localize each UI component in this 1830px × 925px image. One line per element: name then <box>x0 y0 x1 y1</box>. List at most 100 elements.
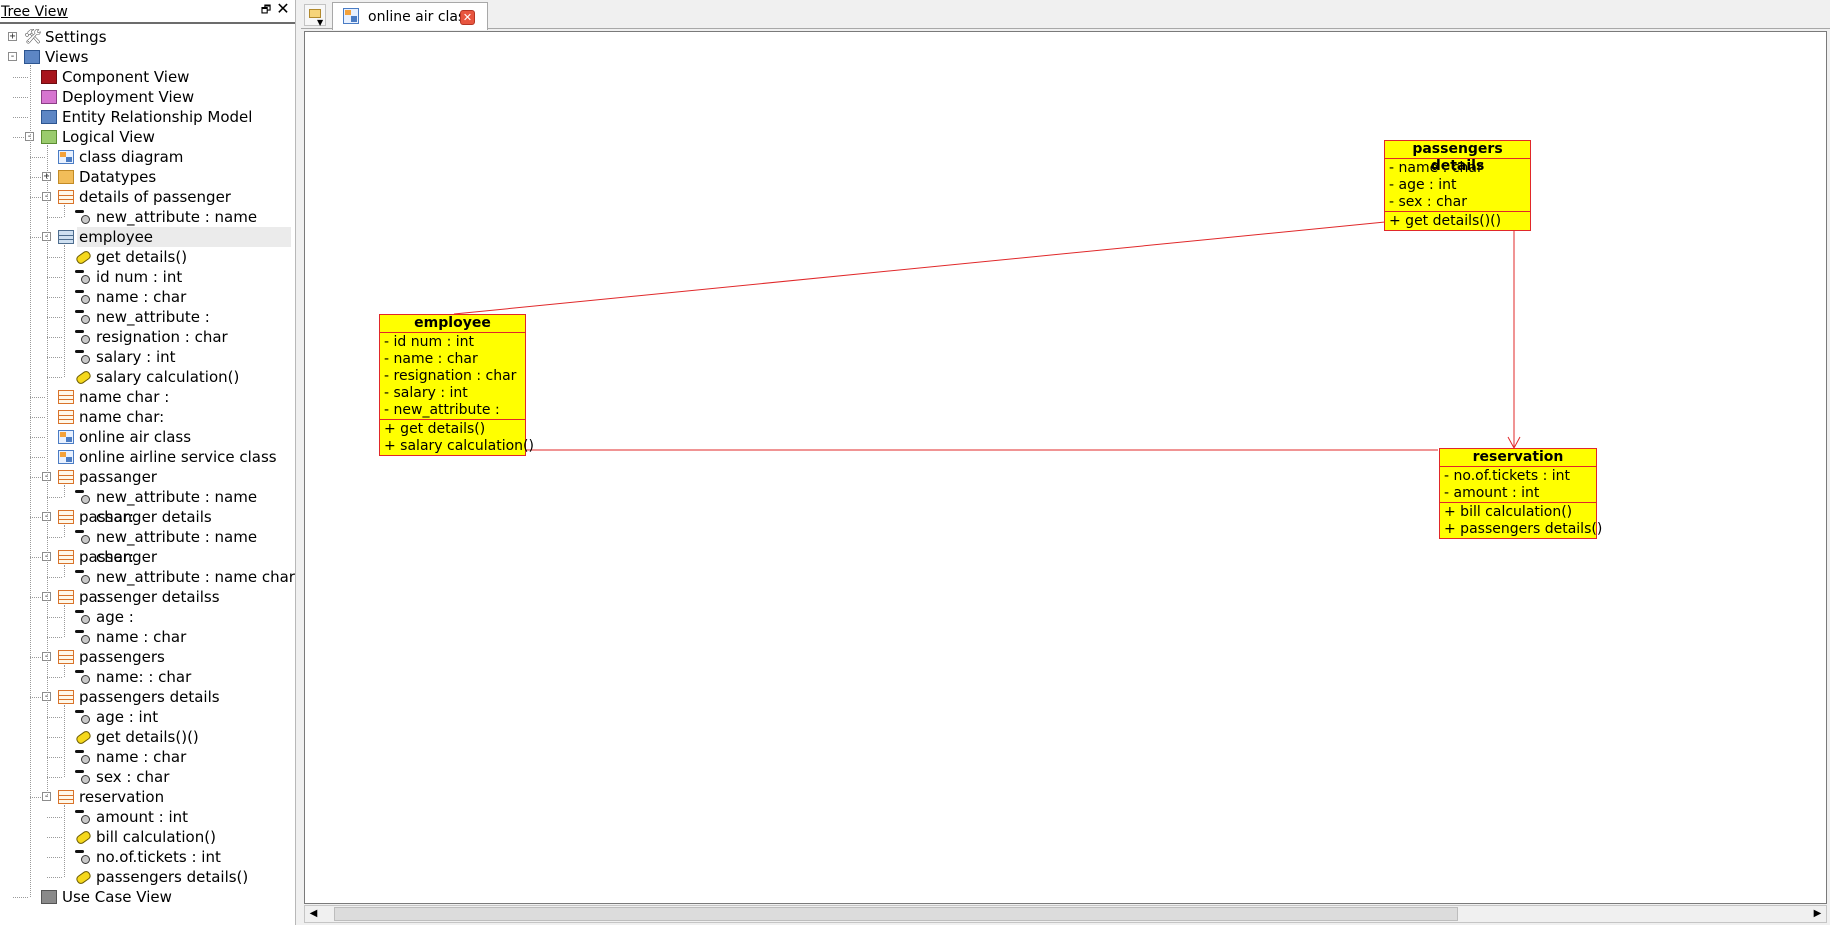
tree-node-label[interactable]: Use Case View <box>62 888 172 906</box>
attribute-icon <box>75 350 90 364</box>
collapse-icon[interactable]: - <box>25 131 34 142</box>
class-box-passengers-details[interactable]: passengers details - name : char - age :… <box>1384 140 1531 231</box>
tree-node-label[interactable]: name : char <box>96 628 187 646</box>
tree-node-label[interactable]: get details()() <box>96 728 199 746</box>
tree-connector <box>47 737 62 738</box>
tree-node-label[interactable]: passanger details <box>79 508 212 526</box>
tree-connector <box>30 597 45 598</box>
collapse-icon[interactable]: - <box>42 511 51 522</box>
tree-node-label[interactable]: passanger <box>79 468 157 486</box>
tree-node-label[interactable]: salary calculation() <box>96 368 240 386</box>
tree-node-label[interactable]: class diagram <box>79 148 184 166</box>
horizontal-scrollbar[interactable]: ◀ ▶ <box>304 905 1827 923</box>
association-employee-passengers-details <box>453 221 1386 315</box>
settings-icon: 🛠 <box>24 29 42 45</box>
tree-connector <box>47 277 62 278</box>
tree-node-label[interactable]: new_attribute : name char : <box>96 568 295 606</box>
tree-node-label[interactable]: no.of.tickets : int <box>96 848 221 866</box>
tab-menu-button[interactable]: ▼ <box>304 4 326 27</box>
attribute-icon <box>75 770 90 784</box>
tree-node-label[interactable]: passengers <box>79 648 165 666</box>
use-case-view-icon <box>41 890 57 904</box>
tree-node-label[interactable]: Entity Relationship Model <box>62 108 253 126</box>
close-panel-icon[interactable]: ✕ <box>276 0 290 18</box>
tree-node-label[interactable]: id num : int <box>96 268 183 286</box>
tree-node-label[interactable]: employee <box>79 228 154 246</box>
class-icon <box>58 510 74 524</box>
tree-connector <box>47 757 62 758</box>
tree-connector <box>47 777 62 778</box>
tree-node-label[interactable]: online air class <box>79 428 192 446</box>
class-icon <box>58 590 74 604</box>
collapse-icon[interactable]: - <box>42 791 51 802</box>
tree-node-label[interactable]: Component View <box>62 68 190 86</box>
tree-node-label[interactable]: Datatypes <box>79 168 157 186</box>
tree-node-label[interactable]: Views <box>45 48 89 66</box>
tab-close-icon[interactable]: ✕ <box>460 10 475 25</box>
tree-node-label[interactable]: passengers details() <box>96 868 249 886</box>
diagram-icon <box>58 150 74 164</box>
attribute-section: - name : char - age : int - sex : char <box>1385 159 1530 212</box>
class-attribute: - new_attribute : <box>384 402 500 418</box>
tree-node-label[interactable]: name char : <box>79 388 170 406</box>
scroll-left-icon[interactable]: ◀ <box>309 908 318 919</box>
operation-icon <box>75 730 90 744</box>
collapse-icon[interactable]: - <box>42 591 51 602</box>
class-box-employee[interactable]: employee - id num : int - name : char - … <box>379 314 534 456</box>
tree-connector <box>64 565 65 577</box>
collapse-icon[interactable]: - <box>8 51 17 62</box>
expand-icon[interactable]: + <box>42 171 51 182</box>
tree-node-label[interactable]: passenger detailss <box>79 588 220 606</box>
tree-node-label[interactable]: online airline service class <box>79 448 277 466</box>
tree-node-label[interactable]: name : char <box>96 288 187 306</box>
tree-node-label[interactable]: Settings <box>45 28 107 46</box>
collapse-icon[interactable]: - <box>42 651 51 662</box>
tree-node-label[interactable]: age : int <box>96 708 159 726</box>
expand-icon[interactable]: + <box>8 31 17 42</box>
tree-node-label[interactable]: name char: <box>79 408 165 426</box>
collapse-icon[interactable]: - <box>42 231 51 242</box>
tree-node-label[interactable]: Logical View <box>62 128 155 146</box>
tree-node-label[interactable]: age : <box>96 608 134 626</box>
tree-node-label[interactable]: name: : char <box>96 668 192 686</box>
tree-node-label[interactable]: passengers details <box>79 688 220 706</box>
restore-panel-icon[interactable]: 🗗 <box>260 3 272 16</box>
tree-node-label[interactable]: get details() <box>96 248 188 266</box>
tree-node-label[interactable]: amount : int <box>96 808 189 826</box>
tree-node-label[interactable]: sex : char <box>96 768 170 786</box>
tree-connector <box>30 65 31 897</box>
tree-node-label[interactable]: salary : int <box>96 348 176 366</box>
tree-connector <box>30 657 45 658</box>
tree-node-label[interactable]: name : char <box>96 748 187 766</box>
association-lines <box>453 221 1521 451</box>
tree-node-label[interactable]: Deployment View <box>62 88 195 106</box>
tree-connector <box>47 357 62 358</box>
tree-connector <box>47 857 62 858</box>
tree-node-label[interactable]: passenger <box>79 548 157 566</box>
scrollbar-thumb[interactable] <box>334 907 1458 921</box>
tree-node-label[interactable]: resignation : char <box>96 328 228 346</box>
tree-node-label[interactable]: new_attribute : name char: <box>96 488 258 526</box>
tree-node-label[interactable]: reservation <box>79 788 165 806</box>
diagram-icon <box>58 450 74 464</box>
class-diagram-icon <box>343 8 359 24</box>
tree-node-label[interactable]: new_attribute : <box>96 308 210 326</box>
scroll-right-icon[interactable]: ▶ <box>1813 908 1822 919</box>
tree-connector <box>30 477 45 478</box>
tree-node-label[interactable]: new_attribute : name char: <box>96 528 258 566</box>
diagram-icon <box>58 430 74 444</box>
tree-node[interactable] <box>0 607 295 627</box>
collapse-icon[interactable]: - <box>42 551 51 562</box>
attribute-icon <box>75 330 90 344</box>
tree-connector <box>13 97 28 98</box>
tree-node-label[interactable]: details of passenger <box>79 188 231 206</box>
collapse-icon[interactable]: - <box>42 191 51 202</box>
tab-online-air-class[interactable]: online air class ✕ <box>332 2 488 30</box>
tree-node-label[interactable]: bill calculation() <box>96 828 216 846</box>
views-folder-icon <box>24 50 40 64</box>
diagram-canvas[interactable]: passengers details - name : char - age :… <box>304 31 1827 904</box>
collapse-icon[interactable]: - <box>42 691 51 702</box>
attribute-icon <box>75 810 90 824</box>
class-box-reservation[interactable]: reservation - no.of.tickets : int - amou… <box>1439 448 1602 539</box>
collapse-icon[interactable]: - <box>42 471 51 482</box>
